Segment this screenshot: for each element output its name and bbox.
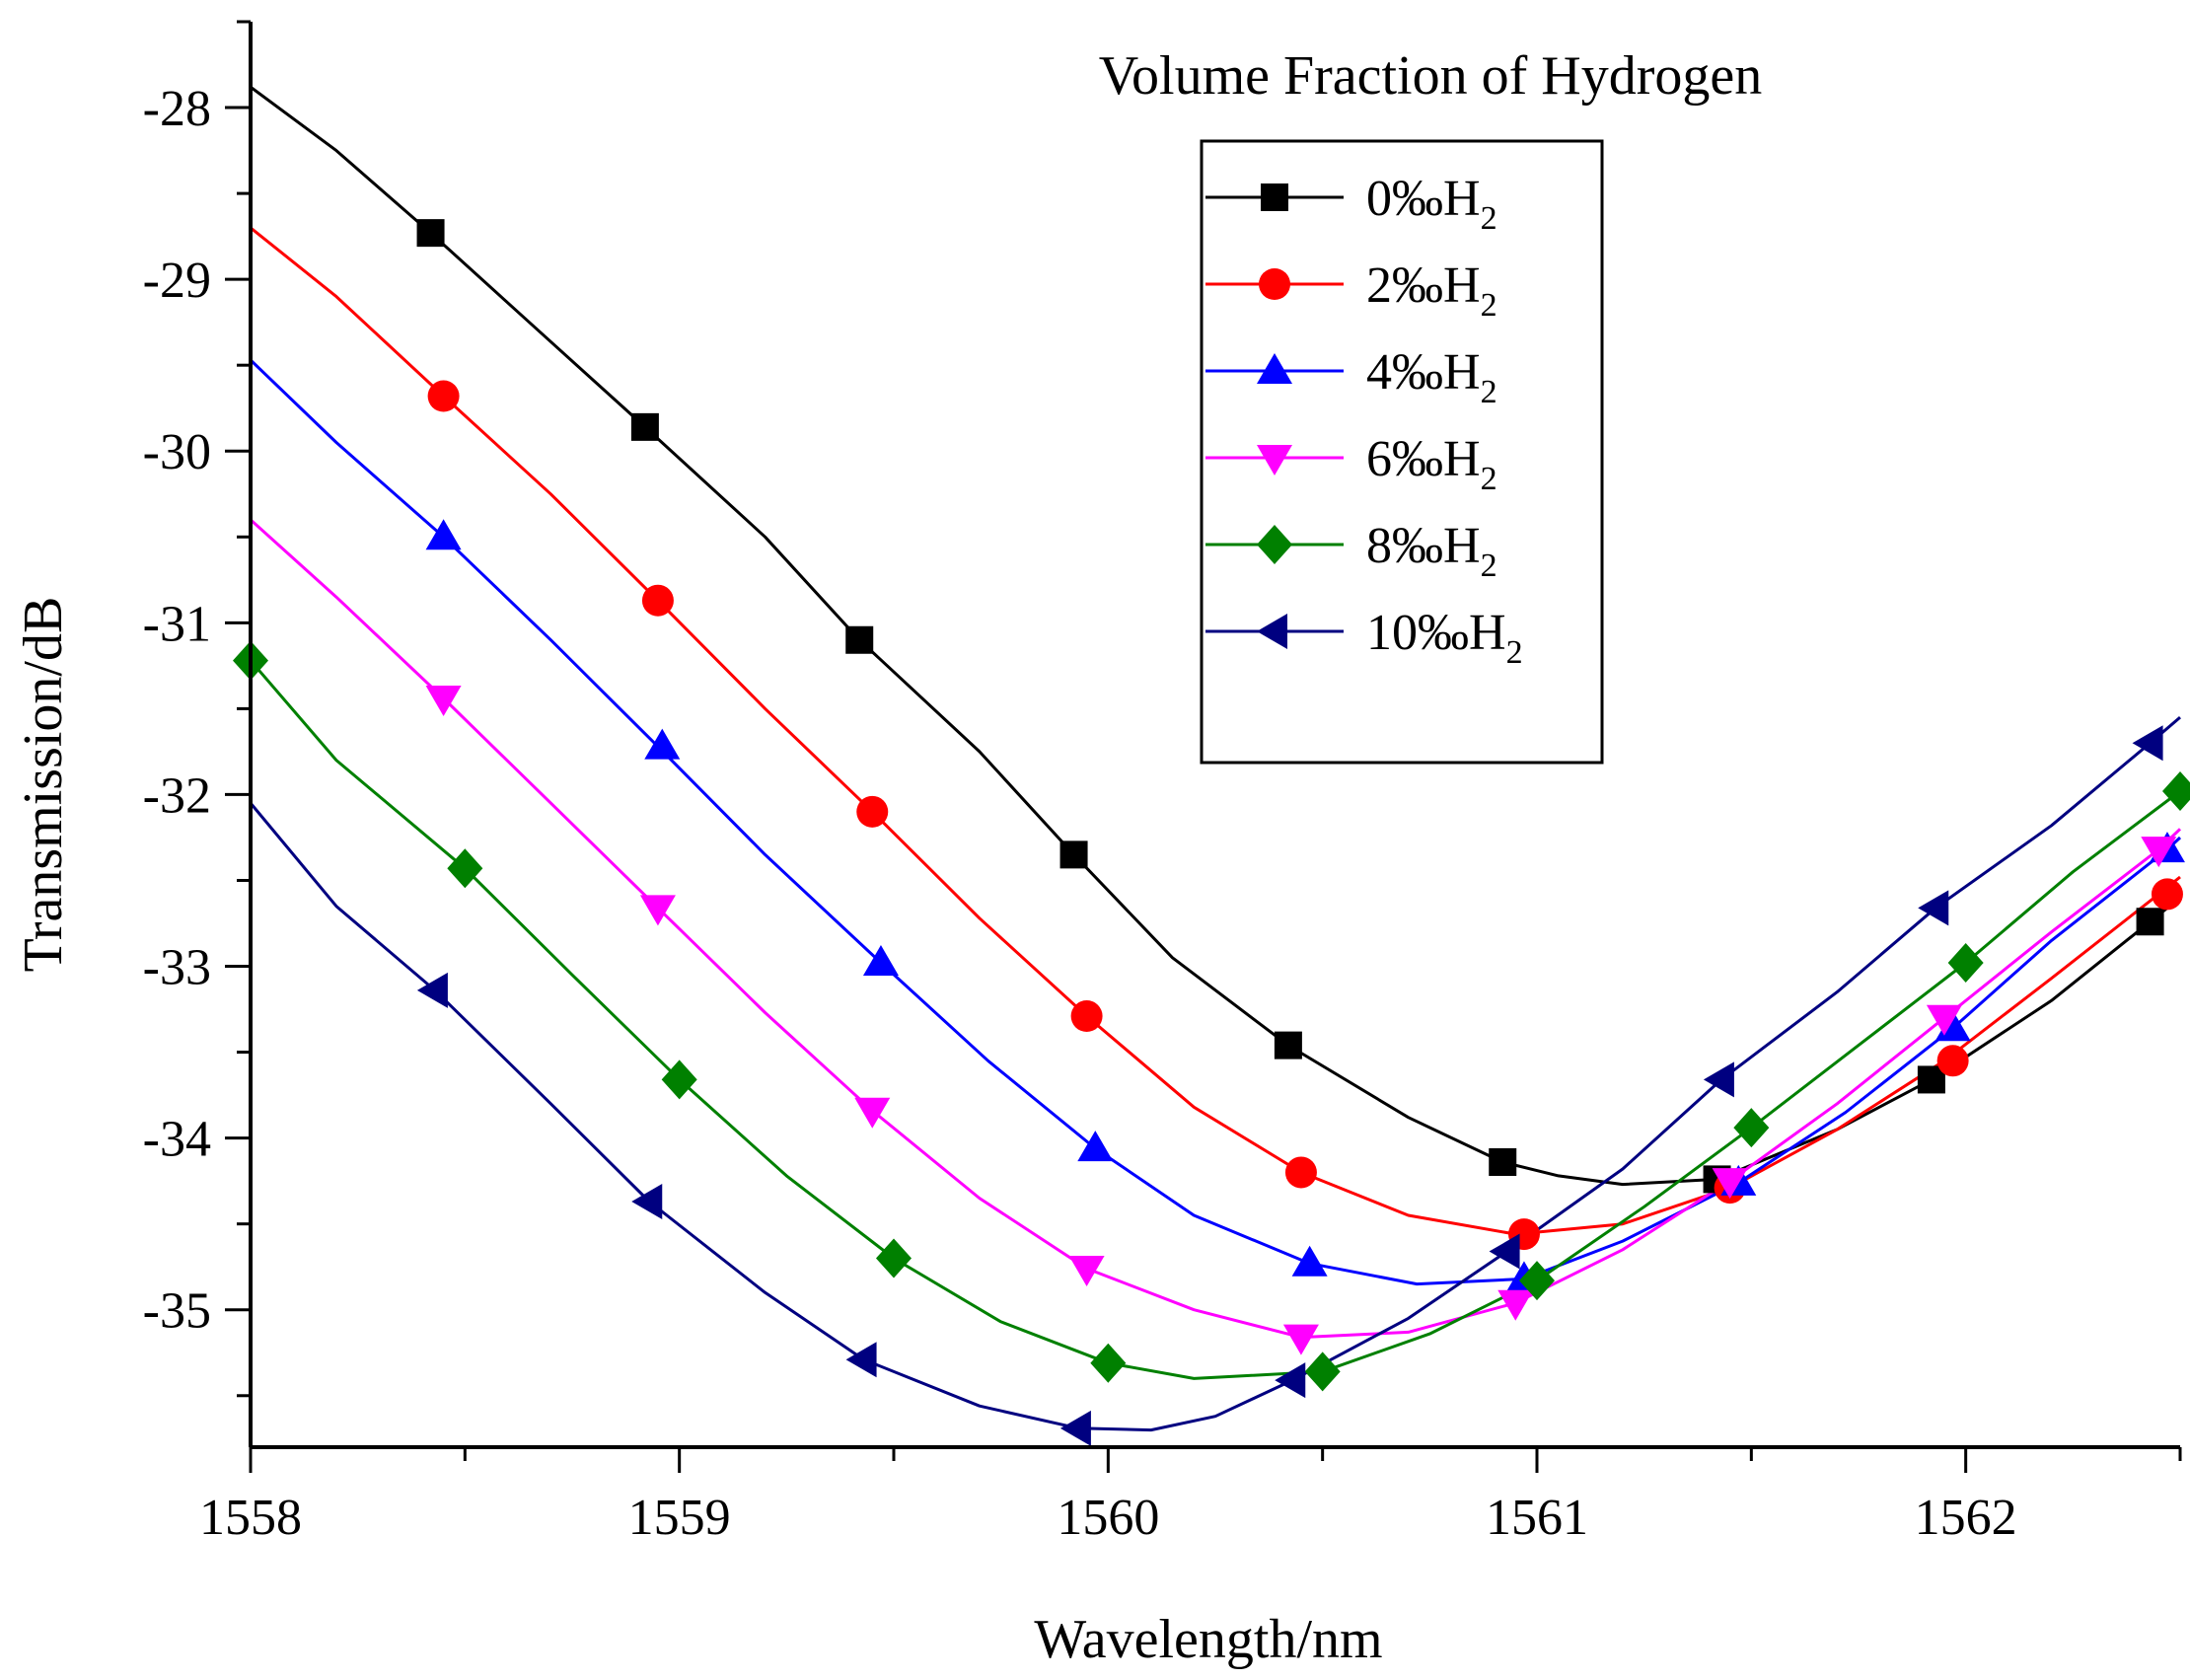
plot-lines [249,85,2182,1432]
series-3-point-3 [1068,1255,1105,1286]
series-3-point-1 [639,895,676,926]
series-5-point-8 [2132,725,2163,762]
series-1-point-0 [427,380,460,412]
series-0-point-1 [630,412,659,441]
series-5-point-7 [1918,890,1949,926]
x-tick-label: 1560 [1057,1490,1159,1546]
series-5-point-0 [416,972,448,1008]
series-1-point-1 [641,584,674,617]
series-1-point-2 [856,795,889,828]
series-3-point-4 [1282,1324,1319,1355]
series-0-point-0 [416,219,445,248]
series-0-point-8 [2136,908,2164,936]
series-4-point-5 [1304,1351,1341,1392]
legend-marker-0 [1261,183,1288,211]
series-5-point-2 [845,1342,877,1378]
y-axis-title: Transmission/dB [13,597,74,973]
legend-label-subscript: 2 [1481,461,1497,497]
legend: 0‰H2 2‰H2 4‰H2 6‰H2 8‰H2 10‰H2 [1205,171,1523,671]
legend-label-2: 4‰H2 [1366,344,1497,410]
series-3-point-5 [1497,1289,1534,1321]
series-5-point-1 [631,1184,663,1220]
series-4-point-4 [1090,1343,1127,1383]
y-tick-label: -32 [143,767,211,824]
series-5-point-4 [1275,1362,1306,1399]
series-4-point-3 [876,1238,912,1278]
legend-label-0: 0‰H2 [1366,171,1497,237]
legend-marker-2 [1257,353,1292,384]
legend-marker-3 [1257,445,1292,475]
legend-marker-4 [1257,525,1292,564]
series-4-point-6 [1519,1261,1555,1301]
series-3-point-7 [1926,1004,1962,1036]
legend-marker-5 [1257,614,1287,649]
series-4-point-1 [447,848,483,889]
series-line-4 [249,659,2181,1380]
x-tick-label: 1561 [1486,1490,1588,1546]
legend-label-subscript: 2 [1506,634,1523,671]
x-tick-label: 1562 [1915,1490,2017,1546]
plot-markers [233,219,2190,1446]
y-tick-label: -30 [143,424,211,480]
series-5-point-5 [1489,1233,1520,1270]
series-4-point-8 [1947,943,1984,984]
series-5-point-6 [1703,1061,1734,1098]
legend-label-subscript: 2 [1481,374,1497,410]
series-3-point-6 [1712,1168,1748,1200]
series-3-point-0 [425,685,462,716]
x-tick-label: 1559 [628,1490,731,1546]
y-tick-label: -34 [143,1112,211,1168]
series-4-point-2 [661,1059,697,1100]
series-2-point-2 [862,945,899,977]
series-1-point-3 [1070,1000,1103,1033]
legend-title: Volume Fraction of Hydrogen [1099,45,1762,107]
series-1-point-7 [1936,1045,1969,1077]
series-0-point-2 [845,625,874,654]
series-line-3 [249,518,2182,1340]
legend-label-subscript: 2 [1481,548,1497,584]
series-2-point-0 [425,519,462,550]
x-tick-label: 1558 [199,1490,302,1546]
legend-label-subscript: 2 [1481,287,1497,324]
series-1-point-4 [1284,1156,1317,1189]
legend-label-5: 10‰H2 [1366,605,1523,671]
series-line-2 [249,358,2182,1286]
series-2-point-3 [1077,1131,1114,1162]
x-axis-title: Wavelength/nm [1034,1609,1382,1670]
series-0-point-5 [1489,1148,1517,1176]
ticks: 1558 1559 1560 1561 1562 -35 -34 -33 -32 -31 -30 -2… [143,20,2182,1546]
legend-label-1: 2‰H2 [1366,257,1497,324]
series-3-point-2 [854,1097,891,1129]
legend-label-4: 8‰H2 [1366,518,1497,584]
series-3-point-8 [2141,837,2177,868]
y-tick-label: -33 [143,940,211,996]
y-tick-label: -31 [143,596,211,652]
y-tick-label: -28 [143,81,211,137]
series-line-5 [249,715,2181,1432]
series-4-point-7 [1733,1108,1770,1148]
legend-label-subscript: 2 [1481,200,1497,237]
series-2-point-1 [644,728,681,760]
series-0-point-3 [1059,840,1088,869]
legend-marker-1 [1259,268,1290,300]
series-0-point-4 [1274,1031,1302,1059]
legend-label-3: 6‰H2 [1366,431,1497,497]
series-2-point-4 [1291,1245,1328,1277]
series-4-point-9 [2162,770,2190,811]
axes [249,22,2180,1449]
series-1-point-8 [2151,878,2183,911]
y-tick-label: -29 [143,253,211,309]
y-tick-label: -35 [143,1283,211,1340]
series-5-point-3 [1059,1410,1091,1446]
